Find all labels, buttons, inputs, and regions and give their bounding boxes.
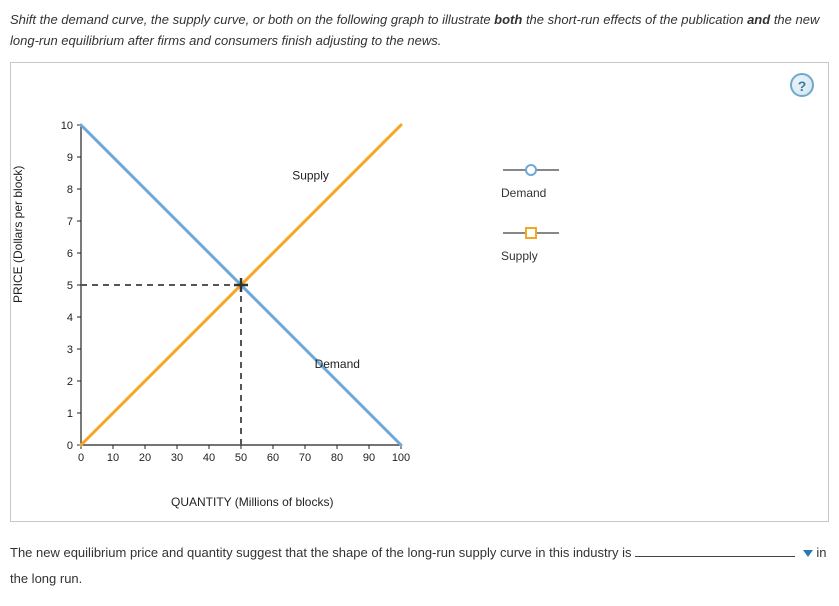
svg-text:5: 5 bbox=[67, 280, 73, 292]
svg-text:30: 30 bbox=[171, 452, 183, 464]
y-axis-label: PRICE (Dollars per block) bbox=[11, 165, 25, 302]
svg-text:7: 7 bbox=[67, 216, 73, 228]
svg-text:70: 70 bbox=[299, 452, 311, 464]
instructions-text: Shift the demand curve, the supply curve… bbox=[10, 10, 829, 52]
svg-text:100: 100 bbox=[392, 452, 410, 464]
svg-text:60: 60 bbox=[267, 452, 279, 464]
svg-text:0: 0 bbox=[78, 452, 84, 464]
legend-item-supply[interactable]: Supply bbox=[501, 226, 561, 263]
svg-text:0: 0 bbox=[67, 440, 73, 452]
legend-item-demand[interactable]: Demand bbox=[501, 163, 561, 200]
x-axis-label: QUANTITY (Millions of blocks) bbox=[171, 495, 333, 509]
svg-text:8: 8 bbox=[67, 184, 73, 196]
svg-text:40: 40 bbox=[203, 452, 215, 464]
legend: Demand Supply bbox=[501, 163, 561, 289]
svg-text:10: 10 bbox=[107, 452, 119, 464]
svg-text:50: 50 bbox=[235, 452, 247, 464]
svg-text:10: 10 bbox=[61, 121, 73, 132]
graph-panel: ? PRICE (Dollars per block) QUANTITY (Mi… bbox=[10, 62, 829, 522]
dropdown-caret-icon[interactable] bbox=[803, 550, 813, 557]
svg-text:3: 3 bbox=[67, 344, 73, 356]
svg-text:1: 1 bbox=[67, 408, 73, 420]
chart-area[interactable]: 0123456789100102030405060708090100Demand… bbox=[41, 121, 421, 478]
svg-text:2: 2 bbox=[67, 376, 73, 388]
legend-label-supply: Supply bbox=[501, 249, 561, 263]
svg-text:9: 9 bbox=[67, 152, 73, 164]
svg-text:90: 90 bbox=[363, 452, 375, 464]
conclusion-text: The new equilibrium price and quantity s… bbox=[10, 540, 829, 592]
answer-blank[interactable] bbox=[635, 543, 795, 557]
help-button[interactable]: ? bbox=[790, 73, 814, 97]
svg-text:Demand: Demand bbox=[315, 357, 360, 371]
svg-text:Supply: Supply bbox=[292, 168, 329, 182]
svg-text:4: 4 bbox=[67, 312, 73, 324]
svg-text:20: 20 bbox=[139, 452, 151, 464]
legend-label-demand: Demand bbox=[501, 186, 561, 200]
svg-text:6: 6 bbox=[67, 248, 73, 260]
svg-text:80: 80 bbox=[331, 452, 343, 464]
